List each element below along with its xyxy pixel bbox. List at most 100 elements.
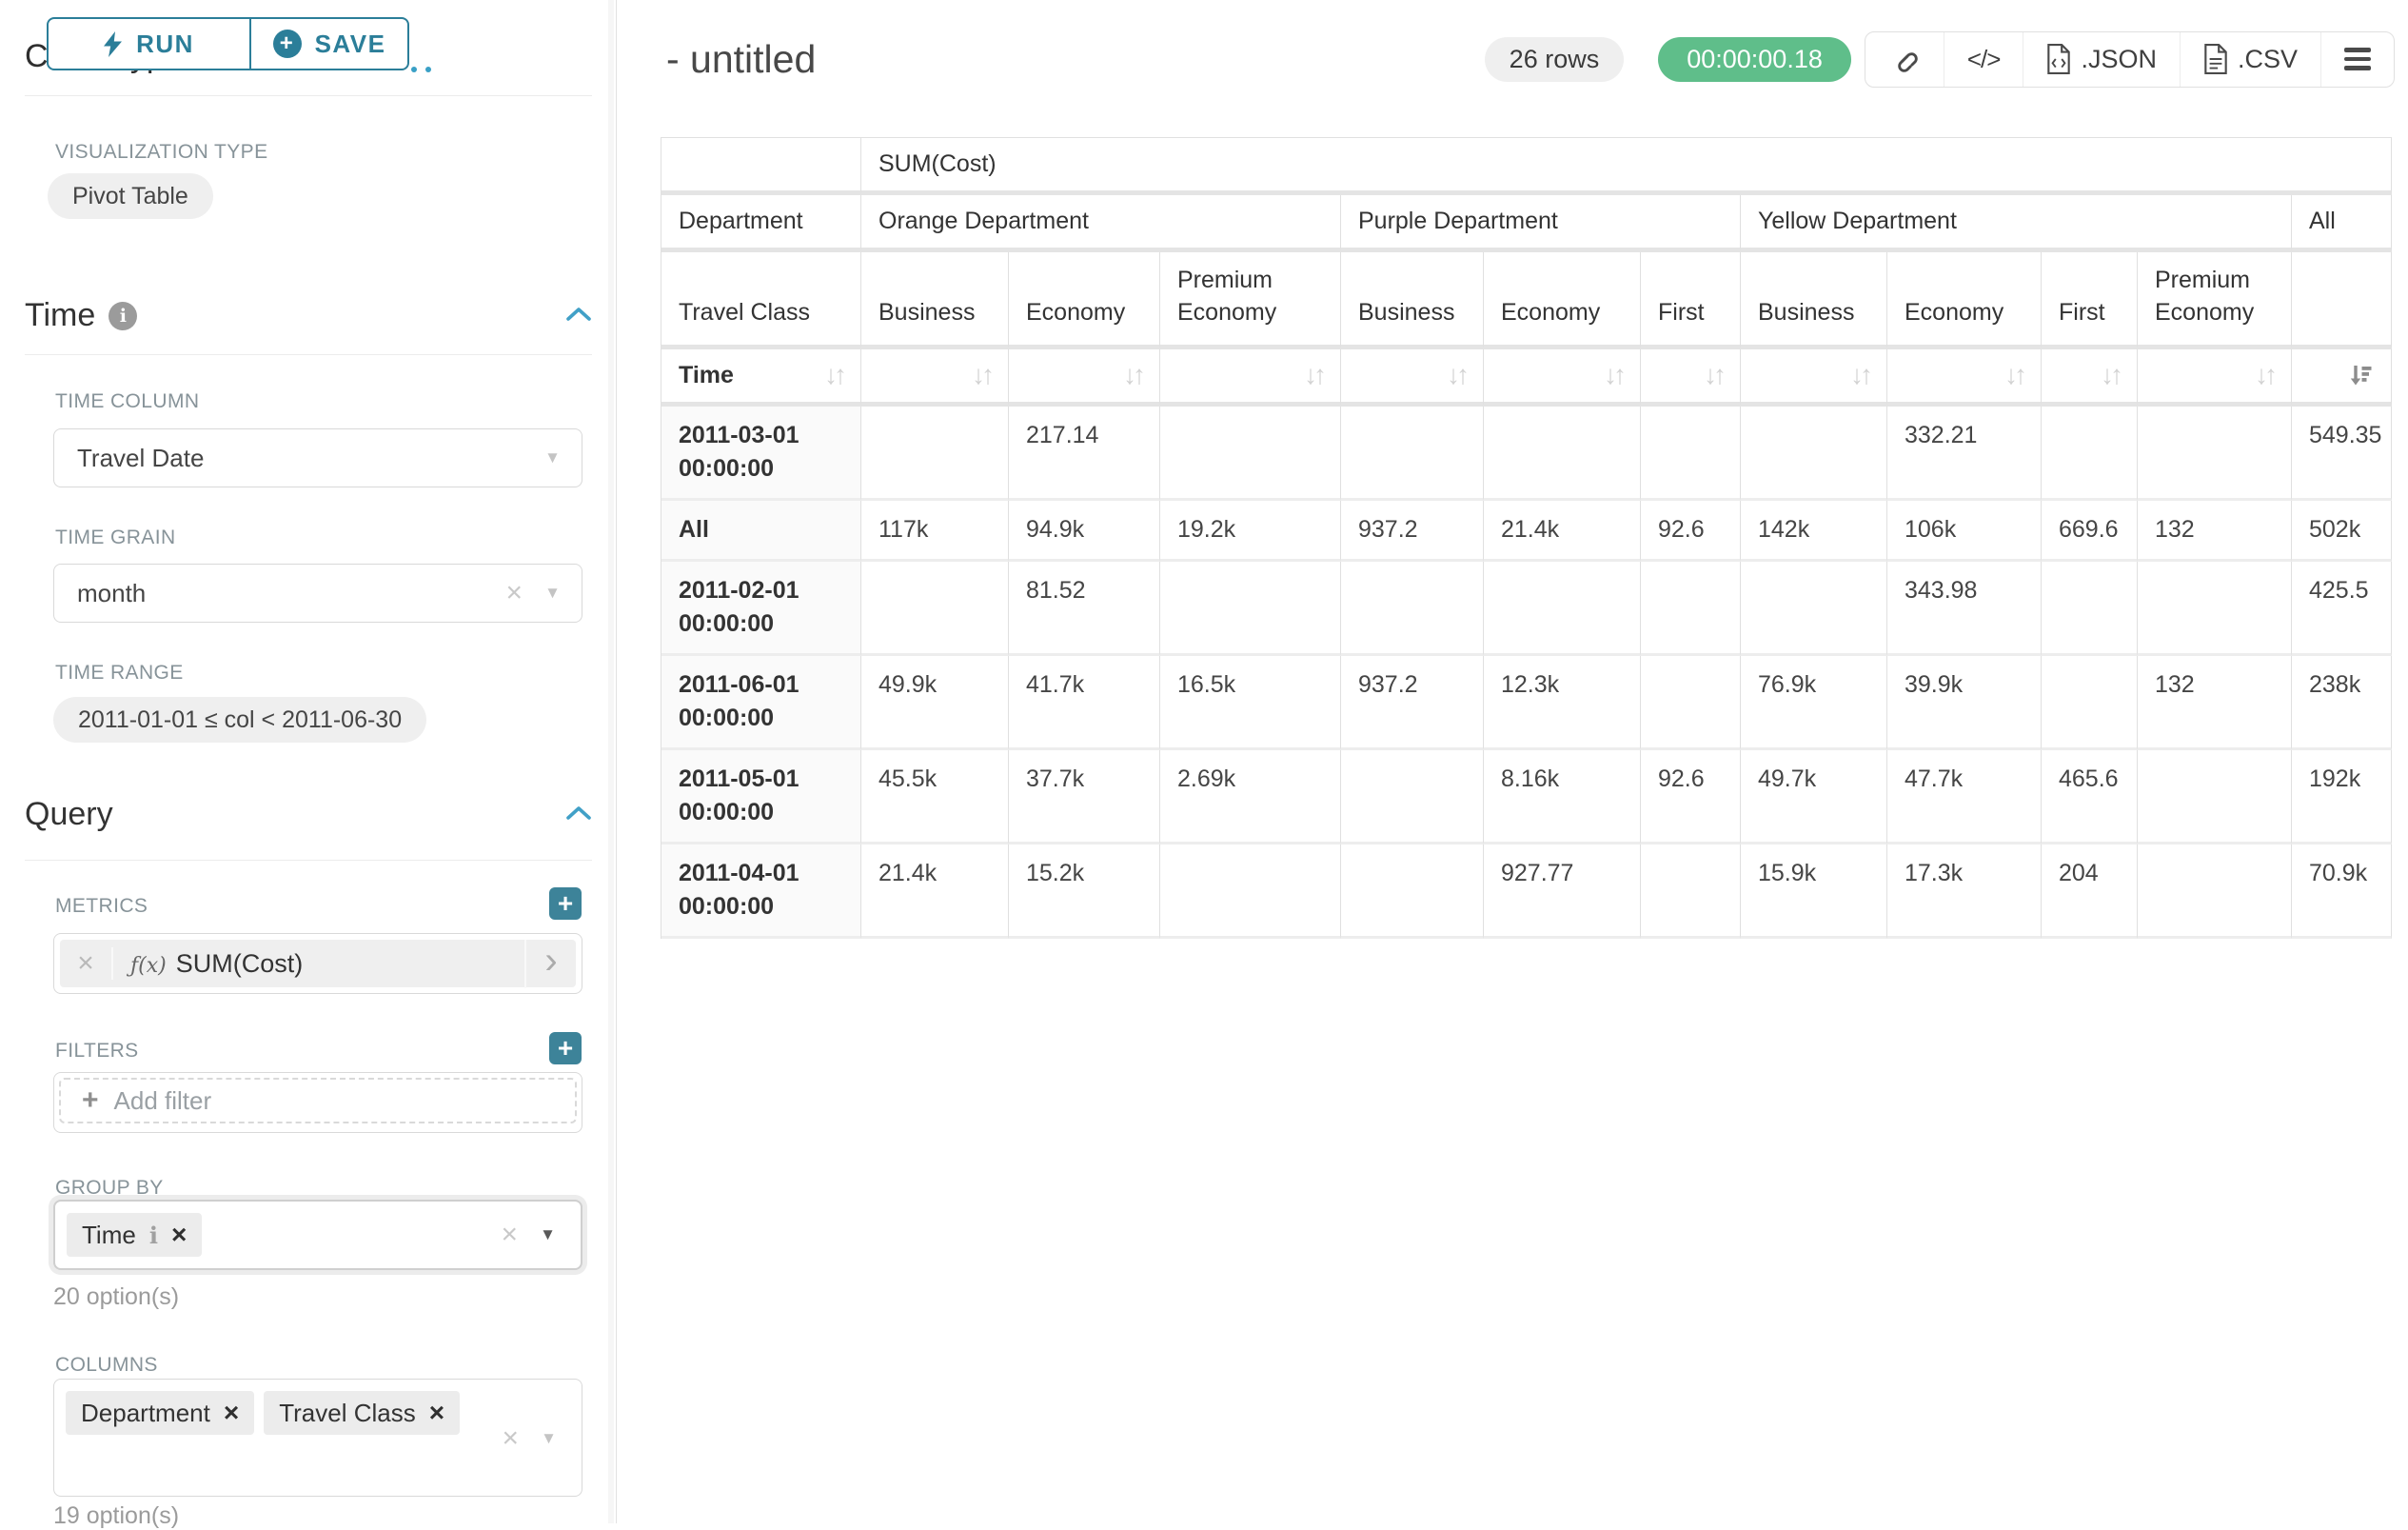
row-header: 2011-05-01 00:00:00 — [661, 749, 861, 844]
remove-metric-icon[interactable]: × — [60, 947, 113, 980]
travel-class-header — [2292, 252, 2393, 349]
sort-toggle-icon[interactable]: ↓↑ — [824, 360, 847, 389]
chevron-up-icon[interactable] — [565, 306, 592, 327]
sort-header[interactable]: ↓↑ — [1887, 348, 2042, 407]
travel-class-dim-label: Travel Class — [661, 252, 861, 349]
metric-name: SUM(Cost) — [175, 948, 304, 978]
time-grain-select[interactable]: month × ▼ — [53, 564, 582, 623]
dimension-tag[interactable]: Time i × — [67, 1213, 203, 1257]
sort-toggle-icon[interactable]: ↓↑ — [1447, 360, 1470, 389]
save-button[interactable]: + SAVE — [250, 17, 409, 70]
tag-label: Department — [81, 1398, 210, 1427]
clear-icon[interactable]: × — [502, 1422, 519, 1454]
visualization-type-pill[interactable]: Pivot Table — [48, 173, 213, 219]
department-group-header: Orange Department — [861, 195, 1341, 252]
sort-toggle-icon[interactable]: ↓↑ — [972, 360, 995, 389]
sort-header[interactable]: ↓↑ — [1341, 348, 1484, 407]
chevron-up-icon[interactable] — [565, 805, 592, 825]
metric-pill[interactable]: × ƒ(x) SUM(Cost) › — [60, 939, 576, 988]
pivot-cell: 45.5k — [861, 749, 1009, 844]
pivot-cell: 81.52 — [1009, 561, 1160, 656]
function-icon: ƒ(x) — [130, 953, 167, 978]
chart-title[interactable]: - untitled — [666, 36, 817, 81]
pivot-cell — [1641, 844, 1741, 939]
travel-class-header: Business — [861, 252, 1009, 349]
time-section-header[interactable]: Time i — [25, 297, 592, 334]
sort-desc-active-icon[interactable] — [2347, 362, 2374, 388]
time-column-select[interactable]: Travel Date ▼ — [53, 428, 582, 487]
pivot-cell — [861, 406, 1009, 501]
clear-icon[interactable]: × — [501, 1219, 518, 1250]
sort-toggle-icon[interactable]: ↓↑ — [1304, 360, 1327, 389]
copy-link-button[interactable] — [1865, 32, 1944, 87]
sort-header[interactable]: ↓↑ — [1160, 348, 1341, 407]
pivot-cell — [1341, 561, 1484, 656]
sort-header[interactable]: ↓↑ — [861, 348, 1009, 407]
add-filter-button[interactable]: + — [549, 1032, 582, 1064]
filters-field: + Add filter — [53, 1072, 582, 1133]
remove-tag-icon[interactable]: × — [170, 1220, 188, 1249]
group-by-select[interactable]: Time i × × ▼ — [53, 1200, 582, 1270]
sort-header[interactable]: ↓↑ — [1009, 348, 1160, 407]
pivot-row: 2011-03-01 00:00:00 217.14 332.21 549.35 — [661, 406, 2393, 501]
pivot-cell: 132 — [2138, 500, 2292, 562]
metrics-label: METRICS — [55, 895, 148, 917]
sort-toggle-icon[interactable]: ↓↑ — [2255, 360, 2278, 389]
file-text-icon — [2204, 44, 2227, 74]
columns-select[interactable]: Department × Travel Class × × ▼ — [53, 1379, 582, 1497]
visualization-type-label: VISUALIZATION TYPE — [55, 141, 268, 163]
clear-icon[interactable]: × — [505, 577, 523, 608]
sort-header[interactable]: ↓↑ — [2042, 348, 2138, 407]
add-filter-dropzone[interactable]: + Add filter — [59, 1078, 577, 1123]
pivot-cell: 937.2 — [1341, 500, 1484, 562]
sort-header[interactable]: ↓↑ — [1641, 348, 1741, 407]
export-json-button[interactable]: .JSON — [2023, 31, 2180, 87]
sort-header-active[interactable] — [2292, 348, 2393, 407]
query-section-header[interactable]: Query — [25, 796, 592, 833]
sort-toggle-icon[interactable]: ↓↑ — [2004, 360, 2027, 389]
add-metric-button[interactable]: + — [549, 887, 582, 920]
sort-header[interactable]: ↓↑ — [1741, 348, 1887, 407]
sort-toggle-icon[interactable]: ↓↑ — [1604, 360, 1627, 389]
run-save-button-group: RUN + SAVE — [47, 17, 409, 70]
pivot-cell — [1641, 561, 1741, 656]
remove-tag-icon[interactable]: × — [223, 1398, 240, 1427]
row-header: 2011-02-01 00:00:00 — [661, 561, 861, 656]
pivot-cell — [1160, 844, 1341, 939]
row-header: 2011-04-01 00:00:00 — [661, 844, 861, 939]
sort-toggle-icon[interactable]: ↓↑ — [1704, 360, 1727, 389]
more-options-button[interactable] — [2320, 31, 2394, 87]
dimension-tag[interactable]: Travel Class × — [264, 1391, 461, 1435]
sort-header[interactable]: ↓↑ — [2138, 348, 2292, 407]
time-sort-header[interactable]: Time ↓↑ — [661, 348, 861, 407]
pivot-cell: 502k — [2292, 500, 2393, 562]
time-range-label: TIME RANGE — [55, 662, 184, 684]
pivot-cell — [2042, 561, 2138, 656]
export-csv-button[interactable]: .CSV — [2179, 31, 2320, 87]
dimension-tag[interactable]: Department × — [66, 1391, 255, 1435]
chevron-up-icon — [411, 67, 417, 72]
pivot-cell: 70.9k — [2292, 844, 2393, 939]
pivot-cell — [1160, 561, 1341, 656]
pivot-cell — [2138, 749, 2292, 844]
metric-header: SUM(Cost) — [861, 138, 2393, 195]
pivot-cell: 92.6 — [1641, 500, 1741, 562]
chevron-right-icon[interactable]: › — [524, 939, 576, 988]
sort-toggle-icon[interactable]: ↓↑ — [1123, 360, 1146, 389]
time-range-pill[interactable]: 2011-01-01 ≤ col < 2011-06-30 — [53, 697, 427, 743]
view-query-button[interactable]: </> — [1943, 31, 2023, 87]
sort-toggle-icon[interactable]: ↓↑ — [1850, 360, 1873, 389]
caret-down-icon[interactable]: ▼ — [541, 1429, 557, 1447]
sort-header[interactable]: ↓↑ — [1484, 348, 1641, 407]
pivot-cell: 49.7k — [1741, 749, 1887, 844]
pivot-row: 2011-04-01 00:00:00 21.4k 15.2k 927.77 15.9k… — [661, 844, 2393, 939]
pivot-cell: 425.5 — [2292, 561, 2393, 656]
caret-down-icon[interactable]: ▼ — [540, 1225, 556, 1243]
pivot-cell — [861, 561, 1009, 656]
run-button[interactable]: RUN — [47, 17, 250, 70]
sort-toggle-icon[interactable]: ↓↑ — [2101, 360, 2123, 389]
sidebar-scrollbar[interactable] — [608, 0, 614, 1523]
pivot-cell: 17.3k — [1887, 844, 2042, 939]
remove-tag-icon[interactable]: × — [428, 1398, 445, 1427]
pivot-cell: 47.7k — [1887, 749, 2042, 844]
